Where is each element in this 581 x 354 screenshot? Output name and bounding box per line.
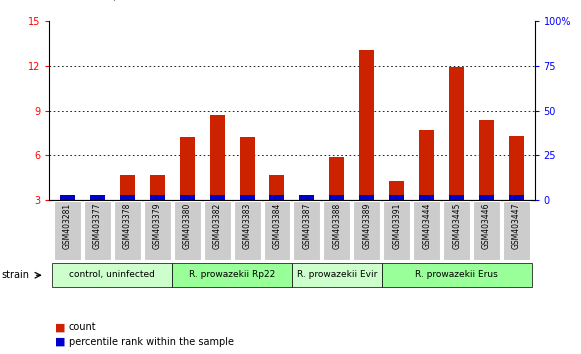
Bar [509, 195, 524, 200]
Bar [120, 195, 135, 200]
Bar [293, 201, 320, 260]
Bar [292, 263, 382, 287]
Bar [150, 195, 164, 200]
Bar [60, 199, 75, 200]
Text: strain: strain [2, 270, 30, 280]
Text: R. prowazekii Erus: R. prowazekii Erus [415, 270, 498, 279]
Bar [299, 195, 314, 200]
Bar [413, 201, 440, 260]
Bar [419, 195, 434, 200]
Text: GSM403389: GSM403389 [363, 202, 371, 249]
Text: GSM403445: GSM403445 [452, 202, 461, 249]
Text: GDS3848 / 27864: GDS3848 / 27864 [44, 0, 166, 2]
Bar [84, 201, 111, 260]
Bar [203, 201, 231, 260]
Bar [443, 201, 470, 260]
Bar [479, 195, 494, 200]
Bar [90, 195, 105, 200]
Bar [54, 201, 81, 260]
Bar [120, 175, 135, 200]
Bar [359, 50, 374, 200]
Bar [60, 195, 75, 200]
Text: GSM403382: GSM403382 [213, 202, 221, 249]
Bar [382, 263, 532, 287]
Text: GSM403384: GSM403384 [272, 202, 281, 249]
Text: ■: ■ [55, 322, 66, 332]
Text: GSM403377: GSM403377 [93, 202, 102, 249]
Bar [449, 195, 464, 200]
Text: control, uninfected: control, uninfected [69, 270, 155, 279]
Bar [180, 137, 195, 200]
Bar [299, 195, 314, 200]
Bar [239, 195, 254, 200]
Bar [270, 175, 285, 200]
Bar [419, 130, 434, 200]
Bar [150, 176, 164, 200]
Bar [509, 136, 524, 200]
Text: GSM403378: GSM403378 [123, 202, 132, 249]
Bar [473, 201, 500, 260]
Bar [174, 201, 200, 260]
Bar [172, 263, 292, 287]
Text: GSM403380: GSM403380 [182, 202, 192, 249]
Bar [210, 195, 225, 200]
Text: GSM403446: GSM403446 [482, 202, 491, 249]
Text: ■: ■ [55, 337, 66, 347]
Bar [210, 115, 225, 200]
Text: GSM403391: GSM403391 [392, 202, 401, 249]
Text: R. prowazekii Rp22: R. prowazekii Rp22 [189, 270, 275, 279]
Bar [180, 195, 195, 200]
Bar [383, 201, 410, 260]
Bar [449, 67, 464, 200]
Bar [353, 201, 381, 260]
Bar [389, 181, 404, 200]
Text: GSM403379: GSM403379 [153, 202, 162, 249]
Bar [239, 137, 254, 200]
Bar [359, 195, 374, 200]
Bar [503, 201, 530, 260]
Bar [144, 201, 171, 260]
Bar [479, 120, 494, 200]
Text: GSM403444: GSM403444 [422, 202, 431, 249]
Bar [389, 195, 404, 200]
Bar [90, 195, 105, 200]
Text: GSM403383: GSM403383 [242, 202, 252, 249]
Text: GSM403281: GSM403281 [63, 202, 72, 249]
Text: R. prowazekii Evir: R. prowazekii Evir [297, 270, 377, 279]
Text: GSM403388: GSM403388 [332, 202, 342, 249]
Bar [329, 157, 345, 200]
Text: percentile rank within the sample: percentile rank within the sample [69, 337, 234, 347]
Bar [264, 201, 290, 260]
Bar [270, 195, 285, 200]
Bar [329, 195, 345, 200]
Bar [52, 263, 172, 287]
Text: count: count [69, 322, 96, 332]
Bar [324, 201, 350, 260]
Text: GSM403387: GSM403387 [303, 202, 311, 249]
Bar [234, 201, 260, 260]
Bar [114, 201, 141, 260]
Text: GSM403447: GSM403447 [512, 202, 521, 249]
